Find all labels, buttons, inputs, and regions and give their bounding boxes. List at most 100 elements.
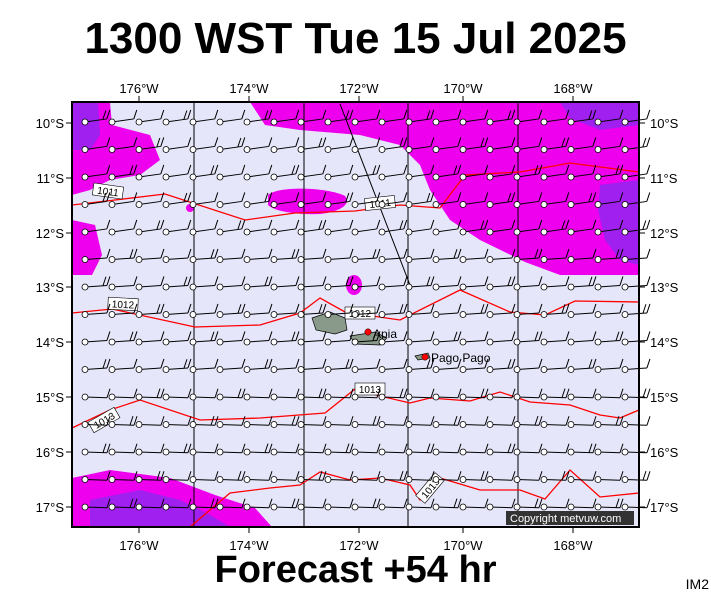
- wind-barb: [189, 498, 219, 511]
- wind-barb: [513, 303, 543, 318]
- wind-barb: [567, 109, 597, 126]
- lon-labels-bottom: 176°W 174°W 172°W 170°W 168°W: [119, 538, 593, 553]
- wind-barb: [81, 109, 111, 126]
- wind-barb: [459, 388, 489, 401]
- wind-barb: [405, 471, 435, 483]
- wind-barb: [81, 219, 111, 236]
- wind-barb: [189, 331, 219, 346]
- wind-barb: [621, 498, 651, 511]
- wind-barb: [486, 498, 516, 511]
- wind-barb: [189, 164, 219, 181]
- wind-barb: [351, 498, 381, 511]
- wind-barb: [432, 219, 462, 236]
- wind-barb: [513, 219, 543, 236]
- apia-label: Apia: [373, 327, 397, 341]
- wind-barb: [432, 498, 462, 511]
- wind-barb: [81, 137, 111, 153]
- wind-barb: [189, 219, 219, 236]
- wind-barb: [108, 443, 138, 456]
- wind-barb: [297, 192, 327, 208]
- wind-barb: [162, 471, 192, 483]
- wind-region-west-strong: [72, 102, 100, 150]
- wind-barb: [270, 219, 300, 236]
- wind-barb: [135, 109, 165, 126]
- wind-barb: [81, 248, 111, 263]
- lon-label: 174°W: [229, 538, 269, 553]
- wind-barb: [405, 416, 435, 428]
- wind-barb: [108, 498, 138, 511]
- wind-barb: [81, 164, 111, 181]
- wind-barb: [135, 470, 165, 483]
- wind-barb: [594, 415, 624, 428]
- wind-barb: [108, 164, 138, 181]
- wind-barb: [189, 471, 219, 483]
- wind-barb: [270, 276, 300, 291]
- wind-barb: [216, 416, 246, 428]
- wind-barb: [351, 109, 381, 126]
- wind-barb: [270, 331, 300, 346]
- wind-barb: [567, 192, 597, 208]
- wind-barb: [432, 358, 462, 373]
- wind-barb: [162, 276, 192, 291]
- wind-barb: [162, 248, 192, 263]
- wind-barb: [324, 248, 354, 263]
- wind-region-north-strong-2: [560, 102, 639, 130]
- lat-label: 13°S: [36, 280, 65, 295]
- lat-label: 14°S: [36, 335, 65, 350]
- wind-barb: [270, 471, 300, 483]
- wind-barb: [297, 443, 327, 456]
- wind-region-southwest-strong: [90, 490, 230, 527]
- wind-barb: [594, 331, 624, 346]
- wind-barb: [459, 137, 489, 153]
- wind-barb: [351, 388, 381, 401]
- wind-barb: [486, 276, 516, 291]
- wind-barb: [486, 219, 516, 236]
- wind-barb: [540, 358, 570, 373]
- wind-barb: [378, 331, 408, 346]
- wind-barb: [567, 416, 597, 428]
- wind-barb: [486, 416, 516, 428]
- wind-barb: [594, 388, 624, 401]
- wind-barb: [270, 443, 300, 456]
- lat-label: 12°S: [36, 226, 65, 241]
- wind-barb: [243, 331, 273, 346]
- lon-label: 168°W: [553, 538, 593, 553]
- wind-barb: [378, 388, 408, 401]
- wind-barb: [189, 137, 219, 153]
- wind-barb: [162, 164, 192, 181]
- wind-region-north-strong: [598, 180, 639, 265]
- wind-barb: [486, 388, 516, 401]
- wind-barb: [351, 219, 381, 236]
- wind-barb: [297, 303, 327, 318]
- pago-pago-marker: [421, 353, 429, 361]
- wind-barb: [189, 358, 219, 373]
- wind-barb: [378, 164, 408, 181]
- wind-barb: [513, 331, 543, 346]
- wind-barb: [540, 331, 570, 346]
- wind-barb: [81, 443, 111, 456]
- wind-barb: [297, 331, 327, 346]
- wind-barb: [162, 416, 192, 428]
- wind-barb: [324, 219, 354, 236]
- wind-barb: [405, 388, 435, 401]
- wind-barb: [189, 109, 219, 126]
- wind-barb: [432, 388, 462, 401]
- wind-barb: [486, 358, 516, 373]
- wind-barb: [459, 303, 489, 318]
- wind-barb: [297, 109, 327, 126]
- wind-barb: [486, 109, 516, 126]
- wind-barb: [243, 443, 273, 456]
- wind-barb: [324, 358, 354, 373]
- wind-barb: [432, 248, 462, 263]
- wind-barb: [270, 192, 300, 208]
- wind-barb: [486, 303, 516, 318]
- wind-barb: [594, 443, 624, 456]
- wind-barb: [432, 331, 462, 346]
- map-code: IM2: [685, 576, 709, 592]
- wind-barb: [243, 358, 273, 373]
- wind-barb: [432, 164, 462, 181]
- wind-barb: [108, 248, 138, 263]
- wind-barb: [432, 415, 462, 428]
- wind-barb: [135, 219, 165, 236]
- wind-barb: [594, 276, 624, 291]
